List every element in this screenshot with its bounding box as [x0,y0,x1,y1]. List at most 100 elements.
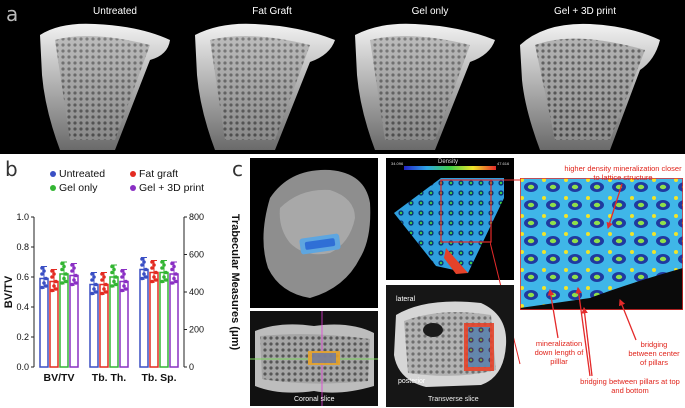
y-axis-right-label: Trabecular Measures (μm) [229,214,241,351]
panel-a-label: a [6,2,19,26]
annotation-higher-density: higher density mineralization closer to … [564,164,682,182]
panel-b-label: b [5,157,18,181]
data-point [92,275,96,279]
density-lattice-image [386,158,514,280]
data-point [54,279,58,284]
data-point [110,270,114,275]
data-point [164,278,168,282]
data-point [152,263,156,267]
right-tick-label: 800 [189,212,204,222]
data-point [164,270,168,275]
bar-gel-only-1 [109,276,119,368]
category-label: Tb. Sp. [142,372,177,384]
annotation-mineralization: mineralization down length of pilllar [534,339,584,366]
data-point [54,287,58,291]
data-point [140,257,144,261]
right-tick-label: 200 [189,325,204,335]
data-point [152,275,156,279]
legend-fat-graft: Fat graft [130,168,178,180]
legend-dot-untreated [50,171,56,177]
data-point [124,287,128,291]
data-point [142,272,146,276]
left-tick-label: 0.8 [16,242,29,252]
data-point [42,269,46,273]
coronal-slice-label: Coronal slice [294,396,335,403]
legend-gel-3d-print: Gel + 3D print [130,182,204,194]
annotation-arrows [547,183,637,377]
data-point [140,263,144,267]
data-point [62,264,66,269]
data-point [122,272,126,276]
density-min: 34.096 [391,161,404,166]
data-point [60,261,64,266]
data-point [112,267,116,272]
panel-c-label: c [232,157,243,181]
data-point [104,282,108,287]
data-point [122,284,126,288]
legend-untreated: Untreated [50,168,105,180]
data-point [114,282,118,287]
data-point [150,260,154,264]
data-point [160,279,164,284]
legend-label-gel-only: Gel only [59,182,98,194]
data-point [102,275,106,279]
data-point [64,279,68,284]
data-point [40,285,44,290]
data-point [160,266,164,270]
data-point [120,269,124,273]
data-point [40,266,44,270]
left-tick-label: 0.0 [16,362,29,372]
data-point [70,263,74,267]
bar-gel-3d-print-0 [69,274,79,368]
data-point [90,278,94,282]
ct-scan-images [40,23,660,151]
density-label: Density [438,159,459,165]
data-point [172,264,176,269]
category-label: BV/TV [44,372,75,384]
data-point [174,279,178,284]
density-max: 47.616 [497,161,510,166]
data-point [112,279,116,284]
data-point [52,284,56,288]
bar-untreated-0 [39,277,49,368]
data-point [142,260,146,264]
data-point [44,284,48,288]
data-point [102,287,106,291]
data-point [100,272,104,276]
legend-dot-fat-graft [130,171,136,177]
data-point [140,276,144,281]
right-tick-label: 0 [189,362,194,372]
bar-untreated-2 [139,268,149,368]
data-point [74,281,78,285]
title-untreated: Untreated [93,6,137,17]
legend-gel-only: Gel only [50,182,98,194]
data-point [170,267,174,272]
y-axis-left-label: BV/TV [3,275,15,308]
bar-gel-only-2 [159,271,169,368]
data-point [162,275,166,279]
data-point [144,267,148,272]
data-point [60,281,64,285]
legend-label-untreated: Untreated [59,168,106,180]
data-point [154,278,158,282]
data-point [144,275,148,279]
right-tick-label: 600 [189,250,204,260]
data-point [60,267,64,272]
coronal-slice-image [250,311,378,406]
transverse-slice-label: Transverse slice [428,396,479,403]
knee-3d-render [250,158,378,308]
bar-gel-3d-print-2 [169,273,179,368]
data-point [42,281,46,285]
data-point [90,291,94,296]
bar-fat-graft-0 [49,280,59,368]
legend-dot-gel-3d-print [130,185,136,191]
data-point [160,260,164,264]
data-point [170,281,174,285]
data-point [40,272,44,276]
data-point [110,264,114,269]
data-point [50,275,54,279]
ct-image-fat-graft [195,23,335,150]
data-point [52,272,56,276]
legend-label-gel-3d-print: Gel + 3D print [139,182,205,194]
title-gel-3d-print: Gel + 3D print [554,6,616,17]
